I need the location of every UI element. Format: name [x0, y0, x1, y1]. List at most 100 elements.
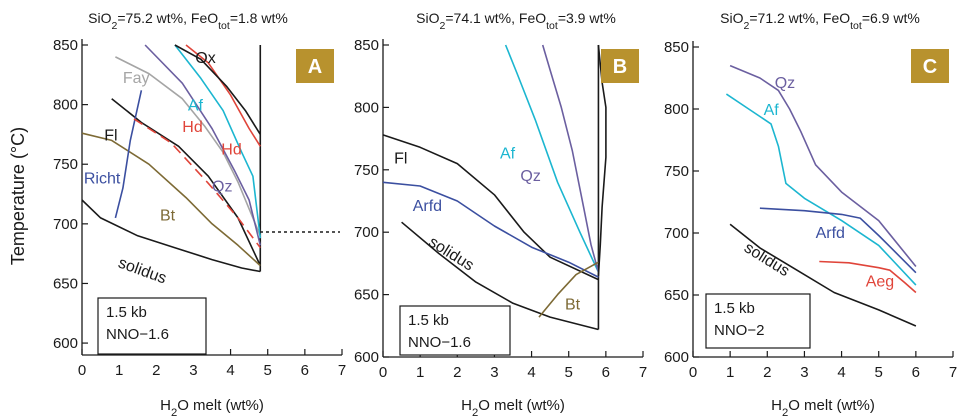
- y-tick-label: 850: [664, 39, 689, 56]
- title-part: =74.1 wt%, FeO: [445, 10, 546, 26]
- conditions-box: [97, 297, 207, 355]
- curve-label: Af: [764, 102, 780, 119]
- curve-af: [174, 44, 262, 239]
- curve-label: solidus: [741, 239, 792, 280]
- x-tick-label: 5: [875, 364, 883, 381]
- curve-fl: [382, 134, 599, 281]
- title-part: =75.2 wt%, FeO: [117, 10, 218, 26]
- curve-label: Bt: [160, 207, 176, 224]
- curve-label: Ox: [195, 50, 215, 67]
- curve-label: Arfd: [816, 225, 845, 242]
- title-part: SiO: [720, 10, 743, 26]
- y-tick-label: 700: [53, 216, 78, 233]
- x-tick-label: 6: [301, 362, 309, 379]
- title-part: 2: [744, 20, 750, 32]
- curve-af: [725, 93, 917, 286]
- panel-badge-label: C: [923, 56, 937, 78]
- curve-aeg: [819, 260, 917, 294]
- xlabel-part: 2: [472, 407, 478, 418]
- y-tick-label: 650: [354, 287, 379, 304]
- x-tick-label: 3: [800, 364, 808, 381]
- title-part: tot: [850, 20, 862, 32]
- curve-label: Richt: [84, 170, 121, 187]
- axes: [382, 39, 643, 358]
- y-axis-label: Temperature (°C): [8, 127, 28, 265]
- xlabel-part: O melt (wt%): [788, 397, 875, 414]
- x-tick-label: 0: [379, 364, 387, 381]
- title-part: =71.2 wt%, FeO: [749, 10, 850, 26]
- x-tick-label: 6: [912, 364, 920, 381]
- title-part: =6.9 wt%: [862, 10, 920, 26]
- curve-label: solidus: [116, 255, 169, 288]
- y-tick-label: 600: [354, 349, 379, 366]
- x-tick-label: 5: [565, 364, 573, 381]
- x-tick-label: 0: [78, 362, 86, 379]
- xlabel-part: O melt (wt%): [478, 397, 565, 414]
- conditions-text: NNO−2: [714, 322, 764, 339]
- y-tick-label: 800: [664, 101, 689, 118]
- curve-hd: [185, 44, 261, 147]
- y-tick-label: 750: [354, 162, 379, 179]
- curve-qz: [729, 64, 917, 268]
- curve-solidus: [401, 221, 599, 331]
- y-tick-label: 700: [354, 224, 379, 241]
- x-tick-label: 2: [763, 364, 771, 381]
- x-tick-label: 0: [689, 364, 697, 381]
- title-part: SiO: [416, 10, 439, 26]
- curve-label: Arfd: [413, 198, 442, 215]
- x-axis-label: H2O melt (wt%): [461, 397, 565, 418]
- title-part: =3.9 wt%: [558, 10, 616, 26]
- x-tick-label: 4: [837, 364, 845, 381]
- x-tick-label: 1: [416, 364, 424, 381]
- x-axis-label: H2O melt (wt%): [771, 397, 875, 418]
- conditions-box: [705, 293, 811, 349]
- curve-label: Fl: [104, 127, 117, 144]
- curve-label: Qz: [212, 179, 232, 196]
- x-tick-label: 3: [490, 364, 498, 381]
- y-tick-label: 800: [354, 99, 379, 116]
- x-tick-label: 4: [527, 364, 535, 381]
- xlabel-part: H: [461, 397, 472, 414]
- x-tick-label: 6: [602, 364, 610, 381]
- y-tick-label: 700: [664, 225, 689, 242]
- xlabel-part: 2: [782, 407, 788, 418]
- x-tick-label: 4: [226, 362, 234, 379]
- panel-badge: [601, 49, 639, 83]
- title-part: =1.8 wt%: [230, 10, 288, 26]
- curve-bt: [81, 132, 261, 267]
- curve-solidus: [81, 199, 261, 273]
- y-tick-label: 650: [53, 275, 78, 292]
- conditions-text: NNO−1.6: [106, 326, 169, 343]
- conditions-text: 1.5 kb: [408, 312, 449, 329]
- y-tick-label: 600: [664, 349, 689, 366]
- x-tick-label: 7: [949, 364, 957, 381]
- title-part: tot: [546, 20, 558, 32]
- axes: [692, 41, 953, 358]
- y-tick-label: 850: [354, 37, 379, 54]
- panel-c: SiO2=71.2 wt%, FeOtot=6.9 wt%0 1 2 3 4 5 6 7600…: [664, 10, 957, 418]
- conditions-text: NNO−1.6: [408, 334, 471, 351]
- panel-badge-label: B: [613, 56, 627, 78]
- curve-label: Hd: [221, 142, 241, 159]
- panel-badge: [911, 49, 949, 83]
- x-tick-label: 2: [453, 364, 461, 381]
- curve-fl: [111, 98, 262, 266]
- curve-label: Bt: [565, 297, 581, 314]
- x-tick-label: 5: [264, 362, 272, 379]
- conditions-box: [399, 305, 511, 356]
- xlabel-part: H: [771, 397, 782, 414]
- curve-arfd: [759, 207, 917, 274]
- curve-label: Fl: [394, 151, 407, 168]
- curve-label: Hd: [182, 119, 202, 136]
- curve-qz: [541, 44, 600, 273]
- x-tick-label: 7: [639, 364, 647, 381]
- panel-title: SiO2=74.1 wt%, FeOtot=3.9 wt%: [416, 10, 616, 32]
- panel-badge-label: A: [308, 56, 322, 78]
- xlabel-part: 2: [171, 407, 177, 418]
- x-tick-label: 2: [152, 362, 160, 379]
- y-tick-label: 750: [53, 156, 78, 173]
- panel-title: SiO2=75.2 wt%, FeOtot=1.8 wt%: [88, 10, 288, 32]
- curve-richt: [114, 90, 143, 219]
- curve-label: Qz: [520, 168, 540, 185]
- curve-label: Qz: [775, 75, 795, 92]
